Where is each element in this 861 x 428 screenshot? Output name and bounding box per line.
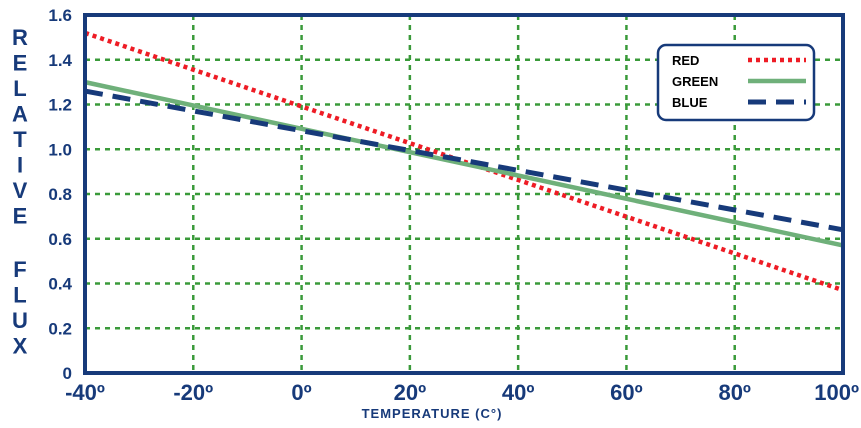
y-tick-label: 0 [63, 364, 72, 383]
y-axis-label-letter: X [13, 334, 28, 359]
y-axis-label-letter: L [13, 283, 26, 308]
legend-label-green: GREEN [672, 74, 718, 89]
x-tick-label: 60º [610, 380, 643, 405]
y-tick-label: 0.4 [48, 275, 72, 294]
y-axis-label-letter: F [13, 257, 26, 282]
legend-box [656, 43, 816, 122]
y-axis-label-letter: A [12, 102, 28, 127]
y-tick-label: 0.6 [48, 230, 72, 249]
y-axis-label-letter: R [12, 25, 28, 50]
y-axis-label-letter: L [13, 76, 26, 101]
y-axis-label-letter: V [13, 178, 28, 203]
y-axis-label-letter: I [17, 153, 23, 178]
legend: RED GREEN BLUE [656, 43, 816, 122]
y-tick-label: 0.8 [48, 185, 72, 204]
x-tick-label: 100º [814, 380, 859, 405]
y-tick-label: 1.2 [48, 96, 72, 115]
x-tick-label: -40º [65, 380, 105, 405]
y-tick-labels: 0 0.2 0.4 0.6 0.8 1.0 1.2 1.4 1.6 [48, 6, 72, 383]
y-tick-label: 1.4 [48, 51, 72, 70]
y-tick-label: 0.2 [48, 319, 72, 338]
y-axis-label-letter: T [13, 127, 27, 152]
y-axis-label-letter: U [12, 308, 28, 333]
x-tick-labels: -40º -20º 0º 20º 40º 60º 80º 100º [65, 380, 859, 405]
x-tick-label: 80º [718, 380, 751, 405]
legend-label-red: RED [672, 53, 699, 68]
series-line-green [84, 79, 844, 248]
y-tick-label: 1.0 [48, 140, 72, 159]
series-lines [84, 30, 844, 293]
x-tick-label: -20º [173, 380, 213, 405]
x-tick-label: 0º [291, 380, 311, 405]
y-tick-label: 1.6 [48, 6, 72, 25]
series-line-blue [84, 88, 844, 233]
legend-label-blue: BLUE [672, 95, 708, 110]
plot-frame [83, 13, 845, 375]
x-tick-label: 40º [502, 380, 535, 405]
x-tick-label: 20º [394, 380, 427, 405]
y-axis-label-letter: E [13, 51, 28, 76]
y-axis-label-letter: E [13, 204, 28, 229]
x-axis-label: TEMPERATURE (C°) [362, 406, 503, 421]
